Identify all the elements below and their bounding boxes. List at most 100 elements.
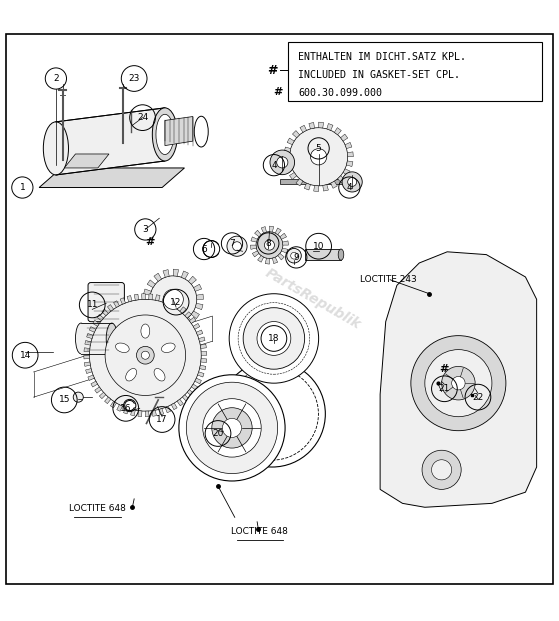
Polygon shape bbox=[163, 270, 169, 277]
Text: 22: 22 bbox=[472, 392, 484, 402]
Circle shape bbox=[425, 350, 492, 417]
Circle shape bbox=[422, 450, 461, 489]
Polygon shape bbox=[145, 307, 153, 314]
Bar bbox=[81, 323, 112, 354]
Text: 6: 6 bbox=[201, 245, 207, 253]
Polygon shape bbox=[196, 330, 203, 335]
Circle shape bbox=[310, 148, 327, 165]
Circle shape bbox=[287, 248, 301, 263]
Circle shape bbox=[411, 336, 506, 431]
Polygon shape bbox=[278, 253, 285, 260]
FancyBboxPatch shape bbox=[88, 283, 124, 322]
Polygon shape bbox=[86, 369, 92, 373]
Polygon shape bbox=[149, 294, 153, 300]
Polygon shape bbox=[254, 230, 261, 237]
Polygon shape bbox=[100, 392, 106, 399]
Polygon shape bbox=[84, 362, 91, 366]
Circle shape bbox=[452, 376, 465, 390]
Polygon shape bbox=[152, 410, 157, 416]
Text: 11: 11 bbox=[87, 301, 98, 309]
Polygon shape bbox=[195, 378, 201, 384]
Polygon shape bbox=[195, 304, 203, 310]
Polygon shape bbox=[340, 134, 348, 141]
Ellipse shape bbox=[153, 108, 178, 161]
Polygon shape bbox=[127, 296, 132, 302]
Circle shape bbox=[105, 315, 186, 396]
Polygon shape bbox=[91, 381, 97, 387]
Circle shape bbox=[186, 382, 278, 474]
Polygon shape bbox=[144, 289, 151, 295]
Polygon shape bbox=[185, 312, 191, 318]
Polygon shape bbox=[190, 317, 196, 324]
Bar bbox=[280, 179, 361, 184]
Text: 5: 5 bbox=[316, 144, 321, 153]
Polygon shape bbox=[275, 228, 281, 235]
Polygon shape bbox=[64, 154, 109, 168]
Circle shape bbox=[243, 307, 305, 369]
Polygon shape bbox=[314, 186, 319, 191]
Polygon shape bbox=[93, 320, 100, 326]
Polygon shape bbox=[117, 405, 122, 411]
Text: 4: 4 bbox=[271, 161, 277, 170]
Circle shape bbox=[163, 289, 183, 309]
Polygon shape bbox=[196, 294, 203, 299]
Text: 3: 3 bbox=[143, 225, 148, 234]
Polygon shape bbox=[323, 184, 328, 191]
Ellipse shape bbox=[116, 343, 129, 353]
Polygon shape bbox=[380, 252, 537, 507]
Polygon shape bbox=[182, 395, 189, 401]
Polygon shape bbox=[85, 340, 91, 345]
Text: 4: 4 bbox=[347, 183, 352, 192]
Ellipse shape bbox=[156, 114, 174, 155]
Polygon shape bbox=[171, 403, 177, 410]
Polygon shape bbox=[286, 165, 292, 171]
Polygon shape bbox=[272, 257, 278, 264]
Circle shape bbox=[212, 408, 252, 448]
Polygon shape bbox=[89, 327, 96, 332]
Text: #: # bbox=[273, 88, 282, 97]
Polygon shape bbox=[113, 301, 120, 307]
Polygon shape bbox=[198, 372, 204, 377]
Circle shape bbox=[73, 392, 83, 402]
Ellipse shape bbox=[141, 324, 150, 338]
Circle shape bbox=[233, 242, 241, 251]
Polygon shape bbox=[343, 169, 350, 176]
Polygon shape bbox=[188, 276, 196, 284]
Polygon shape bbox=[193, 324, 200, 329]
Circle shape bbox=[256, 232, 283, 258]
Polygon shape bbox=[124, 407, 129, 414]
Polygon shape bbox=[250, 245, 257, 249]
Polygon shape bbox=[84, 355, 89, 359]
Ellipse shape bbox=[106, 323, 117, 354]
Ellipse shape bbox=[75, 323, 87, 354]
Circle shape bbox=[141, 351, 149, 359]
Polygon shape bbox=[200, 365, 206, 370]
Polygon shape bbox=[39, 168, 184, 188]
Polygon shape bbox=[102, 309, 108, 315]
Circle shape bbox=[432, 460, 452, 480]
Polygon shape bbox=[251, 237, 257, 242]
Polygon shape bbox=[165, 406, 170, 413]
Polygon shape bbox=[120, 297, 126, 304]
Polygon shape bbox=[158, 320, 165, 328]
Ellipse shape bbox=[162, 343, 175, 353]
Polygon shape bbox=[290, 173, 297, 179]
Ellipse shape bbox=[44, 122, 69, 175]
Polygon shape bbox=[180, 307, 186, 314]
Polygon shape bbox=[134, 294, 139, 300]
Polygon shape bbox=[138, 410, 142, 417]
Text: 600.30.099.000: 600.30.099.000 bbox=[298, 88, 382, 98]
Polygon shape bbox=[304, 183, 310, 190]
Polygon shape bbox=[165, 117, 193, 145]
Polygon shape bbox=[143, 299, 150, 304]
Circle shape bbox=[277, 156, 288, 168]
Circle shape bbox=[264, 240, 274, 250]
Circle shape bbox=[348, 178, 357, 186]
Text: #: # bbox=[268, 63, 278, 76]
Ellipse shape bbox=[154, 368, 165, 381]
Polygon shape bbox=[155, 295, 160, 301]
Text: 20: 20 bbox=[212, 429, 224, 438]
Circle shape bbox=[229, 294, 319, 383]
Ellipse shape bbox=[126, 368, 136, 381]
Text: 23: 23 bbox=[129, 74, 140, 83]
